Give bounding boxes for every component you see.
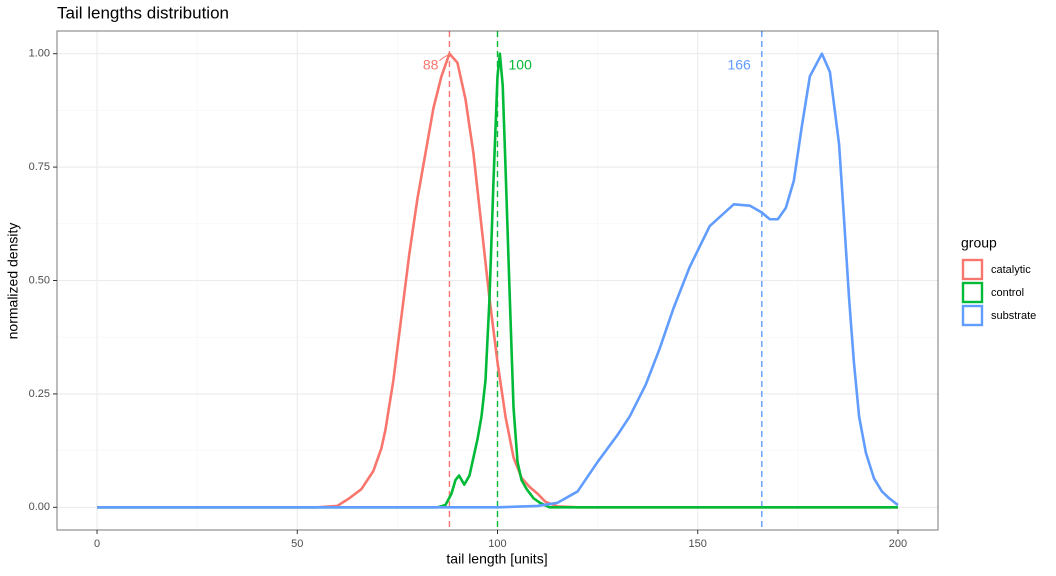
x-tick-label: 0 — [94, 538, 100, 550]
y-tick-label: 0.75 — [29, 161, 50, 173]
x-tick-label: 100 — [488, 538, 506, 550]
y-tick-label: 0.25 — [29, 388, 50, 400]
chart-title: Tail lengths distribution — [57, 3, 229, 22]
legend-title: group — [961, 235, 997, 251]
y-axis-title: normalized density — [5, 223, 21, 340]
legend-key — [961, 281, 984, 304]
legend-label: catalytic — [991, 264, 1031, 276]
label-connector — [439, 53, 452, 62]
x-tick-label: 150 — [689, 538, 707, 550]
legend-key — [961, 304, 984, 327]
y-tick-label: 0.00 — [29, 501, 50, 513]
density-line — [97, 52, 898, 509]
density-line — [97, 52, 898, 509]
median-label: 166 — [727, 56, 751, 72]
median-label: 100 — [509, 56, 533, 72]
median-label: 88 — [423, 56, 439, 72]
y-tick-label: 1.00 — [29, 48, 50, 60]
x-tick-label: 50 — [291, 538, 303, 550]
legend-label: control — [991, 287, 1024, 299]
x-axis-title: tail length [units] — [446, 551, 547, 567]
panel-border — [56, 30, 939, 531]
y-tick-label: 0.50 — [29, 274, 50, 286]
legend-key — [961, 258, 984, 281]
legend-label: substrate — [991, 310, 1036, 322]
density-line — [97, 52, 899, 509]
x-tick-label: 200 — [889, 538, 907, 550]
